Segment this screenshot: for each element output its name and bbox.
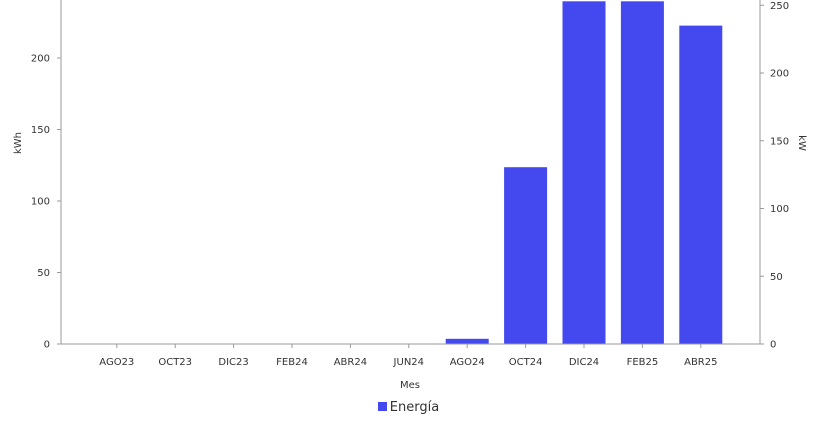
legend: Energía	[0, 400, 817, 415]
x-tick-label-feb25: FEB25	[627, 357, 659, 368]
x-tick-label-ago23: AGO23	[99, 357, 134, 368]
legend-swatch	[377, 402, 387, 411]
x-tick-label-jun24: JUN24	[393, 357, 424, 368]
bar-dic24	[561, 0, 607, 345]
y2-tick-label-100: 100	[770, 204, 789, 215]
axes-group	[60, 0, 761, 345]
x-tick-label-feb24: FEB24	[276, 357, 308, 368]
y-tick-label-200: 200	[31, 54, 50, 65]
y-axis-title: kWh	[13, 132, 24, 154]
bar-abr25	[678, 24, 724, 345]
bar-feb25	[619, 0, 665, 345]
x-tick-label-abr24: ABR24	[334, 357, 367, 368]
x-tick-label-dic24: DIC24	[569, 357, 599, 368]
bar-ago24	[444, 337, 490, 345]
x-tick-label-dic23: DIC23	[218, 357, 248, 368]
x-tick-label-ago24: AGO24	[450, 357, 485, 368]
y2-tick-label-150: 150	[770, 136, 789, 147]
y2-axis-title: kW	[796, 135, 807, 151]
x-tick-label-oct23: OCT23	[158, 357, 192, 368]
x-tick-label-oct24: OCT24	[509, 357, 543, 368]
legend-label: Energía	[389, 400, 440, 415]
x-axis-ticks: AGO23 OCT23 DIC23 FEB24 ABR24 JUN24 AGO24 OCT24…	[99, 344, 717, 368]
y2-tick-label-200: 200	[770, 69, 789, 80]
x-axis-title: Mes	[400, 380, 420, 391]
y2-tick-label-250: 250	[770, 1, 789, 12]
bars-group	[444, 0, 724, 345]
y-axis-right-ticks: 0 50 100 150 200 250	[760, 1, 789, 351]
y-tick-label-100: 100	[31, 197, 50, 208]
y2-tick-label-50: 50	[770, 272, 783, 283]
y-tick-label-50: 50	[37, 268, 50, 279]
y2-tick-label-0: 0	[770, 340, 776, 351]
x-tick-label-abr25: ABR25	[684, 357, 717, 368]
y-tick-label-0: 0	[44, 340, 50, 351]
y-axis-left-ticks: 0 50 100 150 200	[31, 54, 61, 351]
bar-oct24	[503, 166, 549, 345]
y-tick-label-150: 150	[31, 125, 50, 136]
